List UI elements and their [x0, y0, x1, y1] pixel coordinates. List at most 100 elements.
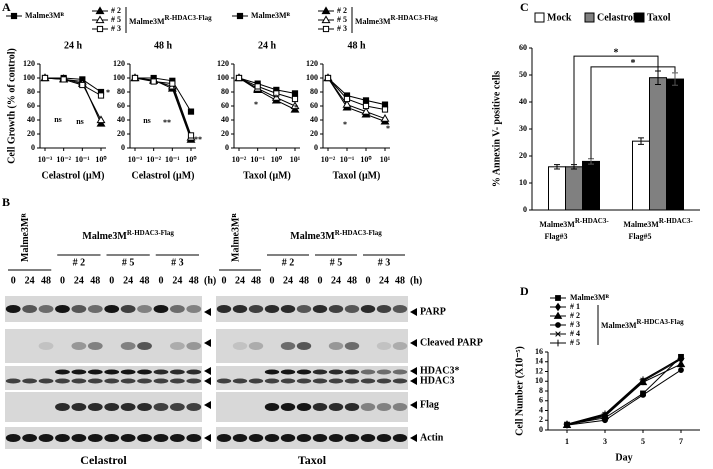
blot-strip — [5, 427, 202, 449]
series-line — [134, 77, 192, 138]
row-arrow — [204, 377, 211, 385]
blot-band — [392, 378, 408, 384]
x-axis-label: Celastrol (μM) — [42, 170, 105, 181]
series-line — [135, 77, 192, 112]
x-tick-label: 10⁻² — [146, 155, 161, 164]
marker — [41, 74, 49, 82]
y-tick-label: 30 — [519, 124, 527, 133]
label-sup: R-HDAC3-Flag — [165, 14, 213, 22]
x-tick-label: Flag#3 — [544, 232, 567, 241]
blot-band — [216, 378, 232, 384]
annotation: * — [106, 88, 110, 97]
marker — [95, 6, 105, 15]
panel-label: D — [520, 284, 529, 298]
blot-band — [328, 305, 344, 313]
y-tick-label: 4 — [539, 405, 543, 414]
blot-band — [280, 434, 296, 442]
marker — [236, 12, 244, 20]
y-tick-label: 100 — [23, 73, 35, 82]
group-label: Malme3MR-HDAC3-Flag — [355, 14, 438, 26]
y-tick-label: 50 — [519, 70, 527, 79]
label-main: Malme3M — [601, 321, 637, 330]
annotation: * — [294, 103, 298, 112]
marker — [342, 100, 352, 108]
bar — [666, 78, 684, 211]
blot-band — [312, 369, 328, 375]
row-arrow — [204, 339, 211, 347]
legend-swatch — [534, 12, 545, 23]
blot-band — [5, 378, 21, 384]
blot-band — [137, 434, 152, 442]
blot-band — [186, 342, 202, 350]
blot-band — [5, 305, 21, 313]
x-tick-label: 10⁻¹ — [165, 155, 180, 164]
marker — [362, 97, 370, 104]
blot-band — [280, 305, 296, 313]
y-tick-label: 120 — [306, 59, 318, 68]
blot-band — [104, 369, 120, 375]
series-line — [238, 77, 296, 110]
blot-band — [344, 434, 360, 442]
y-tick-label: 40 — [117, 115, 125, 124]
blot-band — [169, 369, 185, 375]
blot-strip — [216, 392, 408, 422]
row-arrow — [410, 308, 417, 316]
y-tick-label: 14 — [535, 357, 543, 366]
y-tick-label: 60 — [117, 101, 125, 110]
group-label: Malme3MR-HDAC3-Flag — [82, 229, 174, 243]
blot-band — [312, 305, 328, 313]
y-tick-label: 40 — [519, 97, 527, 106]
clone-label: # 5 — [330, 257, 343, 268]
label-sup: R-HDAC3-Flag — [335, 229, 383, 237]
series-line — [238, 77, 296, 107]
marker — [553, 311, 563, 319]
group-label: Malme3MR-HDAC3- — [539, 217, 609, 229]
time-label: 24 — [331, 275, 341, 286]
time-label: 48 — [140, 275, 150, 286]
y-tick-label: 120 — [113, 59, 125, 68]
y-axis-label: Cell Growth (% of control) — [6, 48, 17, 164]
row-arrow — [204, 434, 211, 442]
error-bar — [554, 164, 560, 170]
y-tick-label: 80 — [310, 87, 318, 96]
marker — [324, 74, 332, 82]
label-sup: R-HDAC3- — [575, 217, 609, 225]
legend-label: # 2 — [337, 6, 347, 15]
blot-band — [153, 434, 169, 442]
blot-band — [360, 378, 376, 384]
row-arrow — [410, 434, 417, 442]
legend-label: Celastrol — [597, 12, 636, 23]
y-tick-label: 0 — [523, 205, 527, 214]
marker — [235, 74, 243, 82]
bar — [632, 140, 650, 211]
cell-line-label: Malme3Mᴿ — [230, 213, 241, 262]
row-arrow — [204, 367, 211, 375]
y-tick-label: 8 — [539, 386, 543, 395]
marker — [273, 90, 280, 97]
marker — [169, 80, 176, 87]
row-label: HDAC3* — [420, 365, 459, 376]
x-tick-label: 10⁻³ — [38, 155, 53, 164]
blot-band — [344, 369, 360, 375]
sig-bracket — [573, 55, 659, 165]
legend-label: Malme3Mᴿ — [570, 293, 610, 302]
blot-band — [153, 378, 169, 384]
blot-band — [169, 434, 185, 442]
blot-band — [71, 305, 87, 313]
time-label: 48 — [41, 275, 51, 286]
y-tick-label: 0 — [225, 143, 229, 152]
series-line — [238, 77, 296, 100]
series-line — [566, 357, 682, 425]
y-tick-label: 20 — [27, 129, 35, 138]
blot-band — [22, 434, 38, 442]
y-tick-label: 0 — [314, 143, 318, 152]
time-label: 0 — [109, 275, 114, 286]
blot-band — [153, 305, 169, 313]
legend-label: Taxol — [647, 12, 671, 23]
y-tick-label: 20 — [310, 129, 318, 138]
blot-band — [312, 403, 328, 411]
group-label: Malme3MR-HDAC3- — [623, 217, 693, 229]
blot-band — [296, 342, 312, 350]
blot-band — [153, 369, 169, 375]
legend-label: # 4 — [570, 329, 580, 338]
